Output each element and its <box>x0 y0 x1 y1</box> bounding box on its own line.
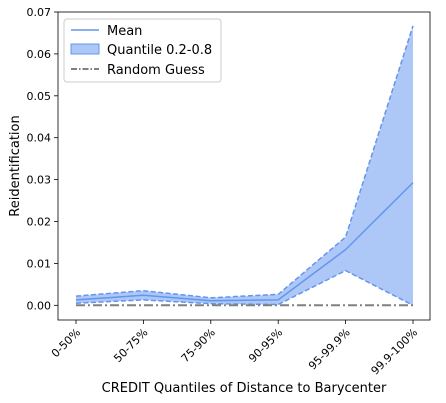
mean-line <box>75 182 414 302</box>
y-axis-title: Reidentification <box>8 115 23 216</box>
quantile-band <box>76 25 413 306</box>
y-tick-label: 0.05 <box>27 90 52 103</box>
legend: Mean Quantile 0.2-0.8 Random Guess <box>63 18 222 83</box>
y-tick-label: 0.06 <box>27 48 52 61</box>
x-tick-label: 95-99.9% <box>306 326 353 373</box>
legend-mean-label: Mean <box>107 24 142 39</box>
y-tick-label: 0.03 <box>27 174 52 187</box>
y-tick-label: 0.02 <box>27 216 52 229</box>
y-tick-label: 0.00 <box>27 299 52 312</box>
legend-frame <box>63 18 222 83</box>
legend-quantile-label: Quantile 0.2-0.8 <box>107 43 212 58</box>
x-tick-label: 50-75% <box>111 326 150 365</box>
legend-random-guess-label: Random Guess <box>107 63 205 78</box>
legend-quantile-swatch <box>70 43 100 55</box>
quantile-lower-edge <box>75 269 414 306</box>
x-tick-label: 75-90% <box>179 326 218 365</box>
x-tick-label: 90-95% <box>246 326 285 365</box>
x-tick-label: 0-50% <box>49 326 83 360</box>
x-axis-title: CREDIT Quantiles of Distance to Barycent… <box>102 381 387 396</box>
y-tick-label: 0.01 <box>27 257 52 270</box>
y-tick-label: 0.04 <box>27 132 52 145</box>
quantile-upper-edge <box>75 25 414 299</box>
y-tick-label: 0.07 <box>27 6 52 19</box>
plot-frame <box>57 11 431 321</box>
x-tick-label: 99.9-100% <box>369 326 421 378</box>
